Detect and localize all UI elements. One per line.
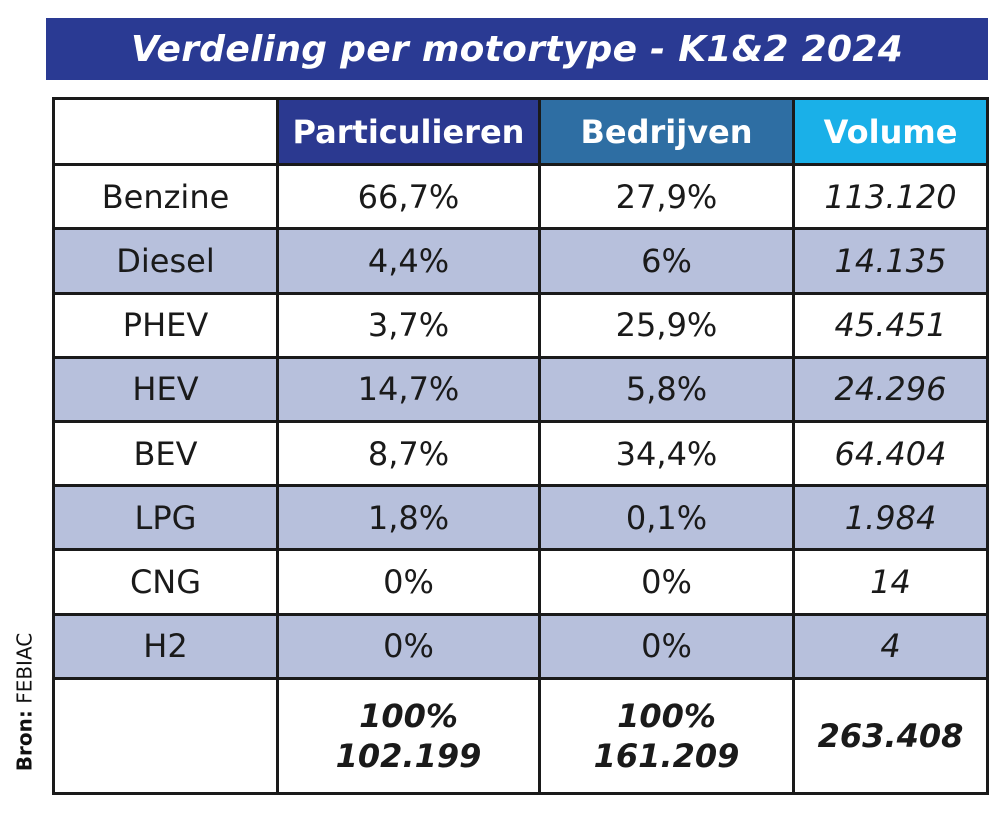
totals-bedrijven: 100% 161.209 [538,676,795,796]
bedrijven-cell: 5,8% [538,355,795,423]
table-row: LPG 1,8% 0,1% 1.984 [52,484,989,552]
particulieren-cell: 1,8% [276,484,541,552]
motor-label: PHEV [52,291,279,359]
motortype-table: Particulieren Bedrijven Volume Benzine 6… [52,96,989,796]
motor-label: H2 [52,612,279,680]
header-particulieren: Particulieren [276,96,541,167]
totals-volume: 263.408 [792,676,989,796]
volume-cell: 45.451 [792,291,989,359]
totals-particulieren-pct: 100% [359,696,458,735]
table-row: BEV 8,7% 34,4% 64.404 [52,419,989,488]
motor-label: Benzine [52,163,279,231]
header-corner [52,96,279,167]
motor-label: HEV [52,355,279,423]
volume-cell: 24.296 [792,355,989,423]
source-value: FEBIAC [12,632,37,704]
motor-label: LPG [52,484,279,552]
bedrijven-cell: 34,4% [538,419,795,488]
table-row: H2 0% 0% 4 [52,612,989,680]
volume-cell: 64.404 [792,419,989,488]
volume-cell: 113.120 [792,163,989,231]
totals-particulieren: 100% 102.199 [276,676,541,796]
particulieren-cell: 8,7% [276,419,541,488]
particulieren-cell: 4,4% [276,227,541,295]
motor-label: BEV [52,419,279,488]
source-label: Bron: [12,710,37,772]
title-bar: Verdeling per motortype - K1&2 2024 [46,18,988,80]
table-row: PHEV 3,7% 25,9% 45.451 [52,291,989,359]
particulieren-cell: 0% [276,548,541,616]
source-note: Bron: FEBIAC [0,612,48,792]
table-row: HEV 14,7% 5,8% 24.296 [52,355,989,423]
volume-cell: 1.984 [792,484,989,552]
header-row: Particulieren Bedrijven Volume [52,96,989,167]
bedrijven-cell: 6% [538,227,795,295]
totals-bedrijven-pct: 100% [617,696,716,735]
table-row: CNG 0% 0% 14 [52,548,989,616]
totals-bedrijven-count: 161.209 [593,736,740,775]
volume-cell: 14.135 [792,227,989,295]
volume-cell: 4 [792,612,989,680]
particulieren-cell: 0% [276,612,541,680]
particulieren-cell: 14,7% [276,355,541,423]
header-bedrijven: Bedrijven [538,96,795,167]
table-row: Diesel 4,4% 6% 14.135 [52,227,989,295]
totals-row: 100% 102.199 100% 161.209 263.408 [52,676,989,796]
volume-cell: 14 [792,548,989,616]
bedrijven-cell: 0% [538,548,795,616]
totals-particulieren-count: 102.199 [335,736,482,775]
bedrijven-cell: 25,9% [538,291,795,359]
bedrijven-cell: 0% [538,612,795,680]
bedrijven-cell: 0,1% [538,484,795,552]
bedrijven-cell: 27,9% [538,163,795,231]
header-volume: Volume [792,96,989,167]
page-title: Verdeling per motortype - K1&2 2024 [130,28,904,70]
particulieren-cell: 3,7% [276,291,541,359]
motor-label: CNG [52,548,279,616]
particulieren-cell: 66,7% [276,163,541,231]
motor-label: Diesel [52,227,279,295]
table-row: Benzine 66,7% 27,9% 113.120 [52,163,989,231]
totals-label-cell [52,676,279,796]
